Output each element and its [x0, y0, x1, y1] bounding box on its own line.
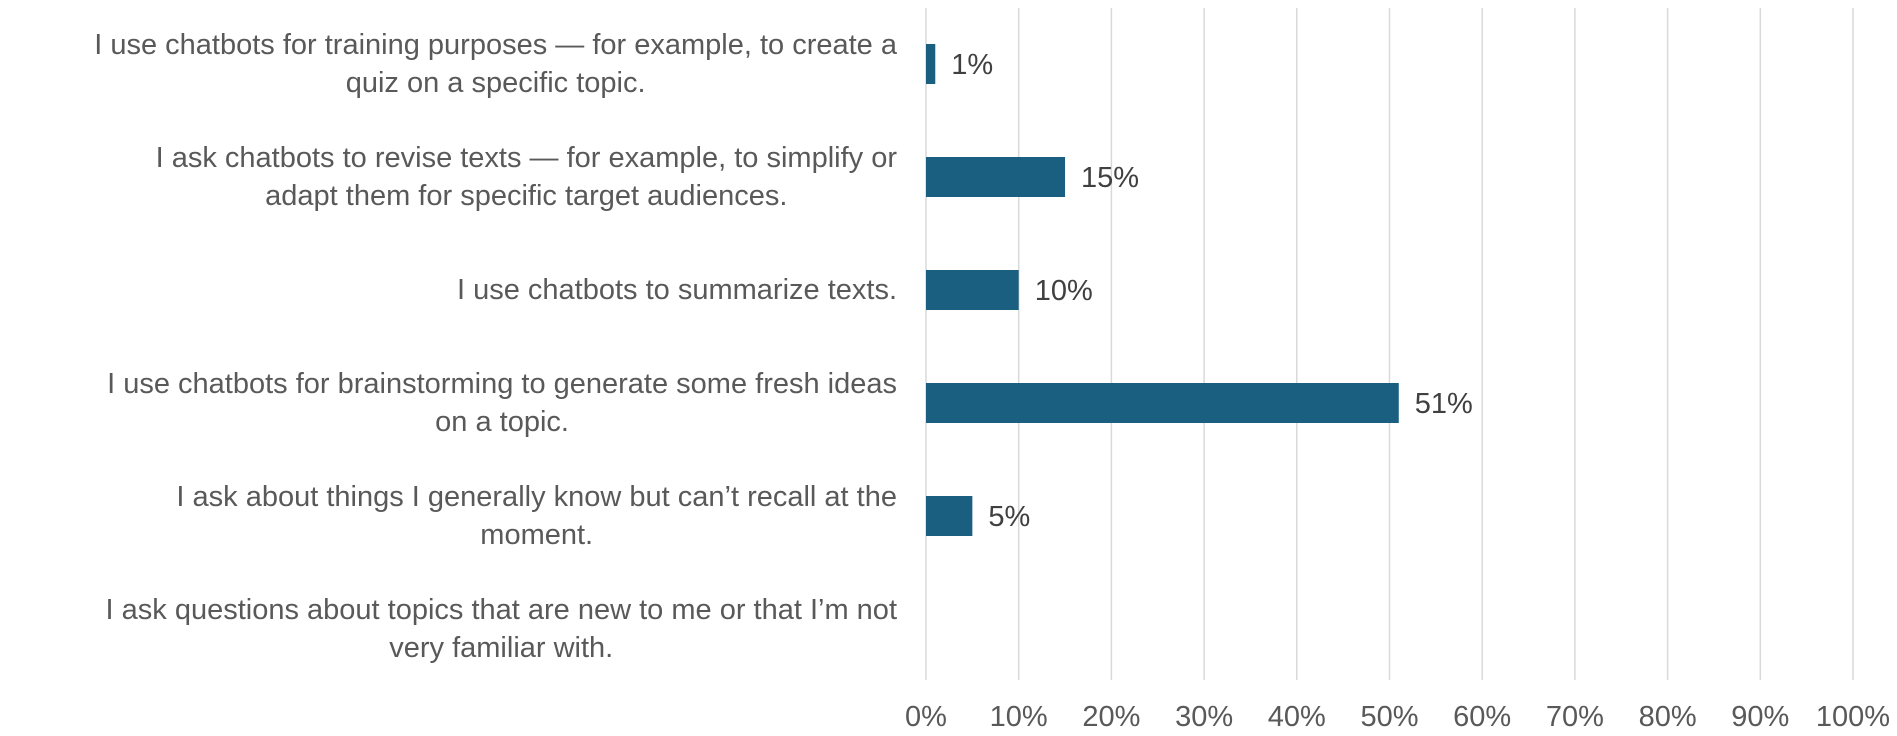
x-tick-label: 50% [1360, 701, 1418, 733]
bar [926, 270, 1019, 310]
category-label-line: I use chatbots to summarize texts. [456, 274, 897, 306]
x-tick-label: 60% [1453, 701, 1511, 733]
data-label: 51% [1415, 388, 1473, 420]
category-label-line: very familiar with. [389, 632, 614, 664]
category-label-line: moment. [480, 519, 594, 551]
x-tick-label: 90% [1731, 701, 1789, 733]
x-tick-label: 0% [905, 701, 947, 733]
category-label-line: on a topic. [435, 406, 569, 438]
category-label-line: quiz on a specific topic. [345, 67, 646, 99]
category-label: I use chatbots to summarize texts. [457, 271, 897, 309]
category-label: I use chatbots for brainstorming to gene… [107, 365, 897, 441]
x-tick-label: 80% [1639, 701, 1697, 733]
x-tick-label: 40% [1268, 701, 1326, 733]
category-label-line: I use chatbots for brainstorming to gene… [107, 368, 897, 400]
x-tick-label: 100% [1816, 701, 1890, 733]
category-label-line: I use chatbots for training purposes — f… [94, 29, 897, 61]
category-label-line: adapt them for specific target audiences… [265, 180, 788, 212]
data-label: 1% [951, 49, 993, 81]
category-label: I ask questions about topics that are ne… [106, 591, 897, 667]
x-tick-label: 30% [1175, 701, 1233, 733]
bar [926, 383, 1399, 423]
x-tick-label: 10% [990, 701, 1048, 733]
data-label: 5% [988, 501, 1030, 533]
category-label-line: I ask about things I generally know but … [176, 481, 897, 513]
category-label: I use chatbots for training purposes — f… [94, 26, 897, 102]
bar [926, 157, 1066, 197]
data-label: 10% [1035, 275, 1093, 307]
bar [926, 496, 973, 536]
data-label: 15% [1081, 162, 1139, 194]
category-label: I ask chatbots to revise texts — for exa… [156, 139, 897, 215]
category-label: I ask about things I generally know but … [176, 478, 897, 554]
bar [926, 44, 936, 84]
x-tick-label: 20% [1082, 701, 1140, 733]
x-tick-label: 70% [1546, 701, 1604, 733]
category-label-line: I ask questions about topics that are ne… [105, 594, 897, 626]
category-label-line: I ask chatbots to revise texts — for exa… [155, 142, 897, 174]
